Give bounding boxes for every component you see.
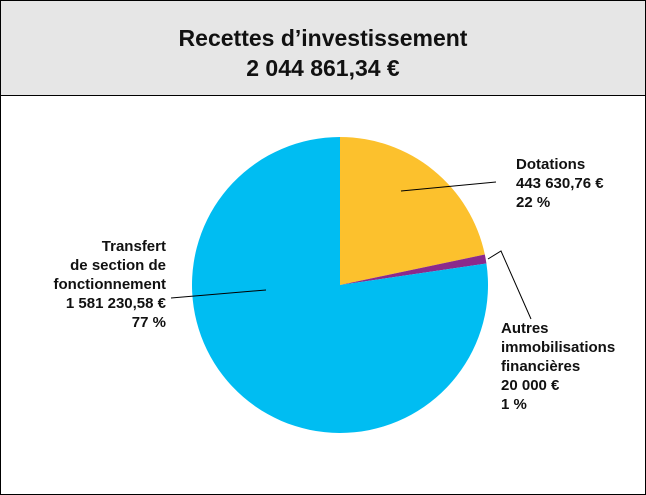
- percent-label: 1 %: [501, 396, 527, 413]
- leader-line: [170, 289, 267, 299]
- slice-label: Autres immobilisations financières 20 000…: [501, 319, 615, 414]
- header: Recettes d’investissement 2 044 861,34 €: [1, 1, 645, 96]
- percent-label: 77 %: [131, 314, 166, 331]
- percent-label: 22 %: [516, 194, 551, 211]
- value-label: 20 000 €: [501, 377, 560, 394]
- leader-line: [487, 250, 532, 320]
- category-label: Autres immobilisations financières: [501, 320, 616, 375]
- pie-slice: [192, 137, 489, 433]
- slice-label: Dotations 443 630,76 € 22 %: [516, 155, 604, 212]
- chart-subtitle: 2 044 861,34 €: [246, 55, 400, 81]
- category-label: Transfert de section de fonctionnement: [53, 238, 167, 293]
- leader-line: [400, 181, 497, 192]
- chart-title: Recettes d’investissement: [178, 25, 468, 51]
- slice-label: Transfert de section de fonctionnement 1 …: [54, 237, 167, 332]
- pie-slice: [340, 137, 485, 285]
- value-label: 1 581 230,58 €: [65, 295, 166, 312]
- value-label: 443 630,76 €: [516, 175, 604, 192]
- pie-slice: [340, 254, 487, 285]
- category-label: Dotations: [516, 156, 586, 173]
